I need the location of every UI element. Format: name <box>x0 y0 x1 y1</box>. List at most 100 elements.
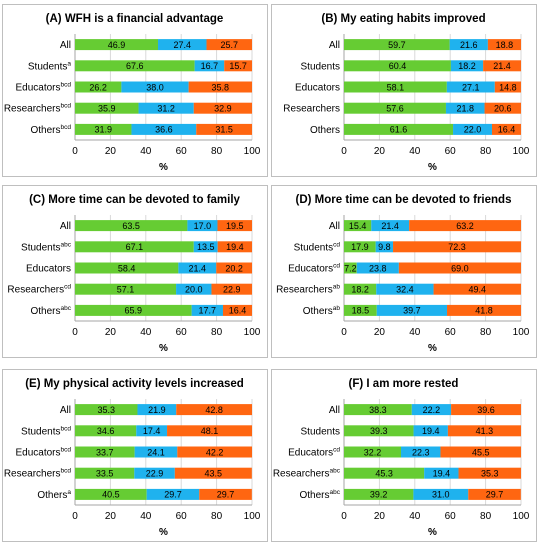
chart-title: (D) More time can be devoted to friends <box>296 194 512 206</box>
x-axis-label: % <box>428 527 437 538</box>
category-superscript: a <box>67 60 71 67</box>
category-label-text: Researchers <box>4 469 61 480</box>
chart-panel: (E) My physical activity levels increase… <box>2 369 268 542</box>
bar-segment <box>174 467 252 479</box>
bar-segment <box>445 102 485 114</box>
x-tick-label: 40 <box>409 146 421 157</box>
bar-segment <box>344 283 377 295</box>
category-label-text: Students <box>21 242 60 253</box>
category-superscript: abc <box>330 489 341 496</box>
data-label: 22.2 <box>423 405 441 415</box>
bar-segment <box>224 60 252 72</box>
category-label: Othersa <box>37 489 71 501</box>
category-label-text: Others <box>303 306 333 317</box>
data-label: 31.9 <box>94 125 112 135</box>
bar-segment <box>491 123 521 135</box>
chart-title: (E) My physical activity levels increase… <box>25 378 244 390</box>
bar-segment <box>121 81 189 93</box>
category-label: Othersabc <box>31 305 72 317</box>
data-label: 18.8 <box>496 40 514 50</box>
bar-segment <box>375 241 394 253</box>
x-tick-label: 60 <box>176 146 188 157</box>
category-label: Studentscd <box>294 241 341 253</box>
category-label: Researchersbcd <box>4 103 72 115</box>
data-label: 21.4 <box>381 221 399 231</box>
category-label-text: Educators <box>288 264 333 275</box>
category-label-text: Others <box>37 490 67 501</box>
data-label: 46.9 <box>108 40 126 50</box>
data-label: 58.1 <box>387 82 405 92</box>
bar-segment <box>411 404 452 416</box>
bar-segment <box>196 123 252 135</box>
bar-segment <box>75 241 194 253</box>
bar-segment <box>75 123 132 135</box>
bar-segment <box>75 488 147 500</box>
category-superscript: bcd <box>61 447 72 454</box>
x-tick-label: 20 <box>374 327 386 338</box>
bar-segment <box>494 81 521 93</box>
data-label: 35.9 <box>98 104 116 114</box>
data-label: 13.5 <box>197 242 215 252</box>
data-label: 23.8 <box>369 263 387 273</box>
data-label: 38.3 <box>369 405 387 415</box>
x-tick-label: 60 <box>445 511 457 522</box>
bar-segment <box>356 262 399 274</box>
category-label-text: Educators <box>15 83 60 94</box>
data-label: 21.6 <box>460 40 478 50</box>
data-label: 14.8 <box>499 82 517 92</box>
category-label-text: All <box>329 221 340 232</box>
category-label: Studentsabc <box>21 241 72 253</box>
bar-segment <box>446 81 495 93</box>
bar-segment <box>137 404 177 416</box>
bar-segment <box>167 425 252 437</box>
bar-segment <box>222 304 252 316</box>
bar-segment <box>450 60 484 72</box>
bar-segment <box>344 304 377 316</box>
chart-title: (C) More time can be devoted to family <box>29 194 240 206</box>
data-label: 67.1 <box>126 242 144 252</box>
chart-panel: (D) More time can be devoted to friends A… <box>271 185 537 358</box>
bar-segment <box>75 81 122 93</box>
category-label: Studentsa <box>28 60 71 72</box>
data-label: 15.7 <box>229 61 247 71</box>
data-label: 35.8 <box>212 82 230 92</box>
x-axis-label: % <box>428 162 437 173</box>
x-tick-label: 0 <box>72 511 78 522</box>
bar-segment <box>453 123 492 135</box>
bar-segment <box>344 446 401 458</box>
category-label: Researcherscd <box>7 284 71 296</box>
data-label: 49.4 <box>469 285 487 295</box>
bar-segment <box>344 39 450 51</box>
data-label: 19.5 <box>226 221 244 231</box>
data-label: 48.1 <box>201 426 219 436</box>
data-label: 18.2 <box>351 285 369 295</box>
data-label: 65.9 <box>125 306 143 316</box>
data-label: 58.4 <box>118 263 136 273</box>
bar-segment <box>468 488 521 500</box>
data-label: 61.6 <box>390 125 408 135</box>
bar-segment <box>483 60 521 72</box>
data-label: 26.2 <box>89 82 107 92</box>
x-tick-label: 20 <box>105 327 117 338</box>
data-label: 38.0 <box>146 82 164 92</box>
bar-segment <box>131 123 197 135</box>
x-tick-label: 100 <box>513 327 530 338</box>
x-tick-label: 80 <box>211 146 223 157</box>
category-label: All <box>60 405 71 416</box>
bar-segment <box>206 39 252 51</box>
bar-segment <box>75 60 195 72</box>
category-superscript: ab <box>333 284 341 291</box>
x-axis-label: % <box>159 343 168 354</box>
bar-segment <box>487 39 521 51</box>
x-tick-label: 20 <box>374 511 386 522</box>
data-label: 31.2 <box>157 104 175 114</box>
bar-segment <box>177 446 252 458</box>
bar-segment <box>199 488 252 500</box>
bar-segment <box>75 467 135 479</box>
data-label: 42.2 <box>206 447 224 457</box>
data-label: 39.3 <box>370 426 388 436</box>
bar-segment <box>393 241 521 253</box>
chart-panel: (B) My eating habits improved All 59.7 21.6… <box>271 4 537 177</box>
category-superscript: cd <box>64 284 71 291</box>
category-superscript: bcd <box>61 425 72 432</box>
